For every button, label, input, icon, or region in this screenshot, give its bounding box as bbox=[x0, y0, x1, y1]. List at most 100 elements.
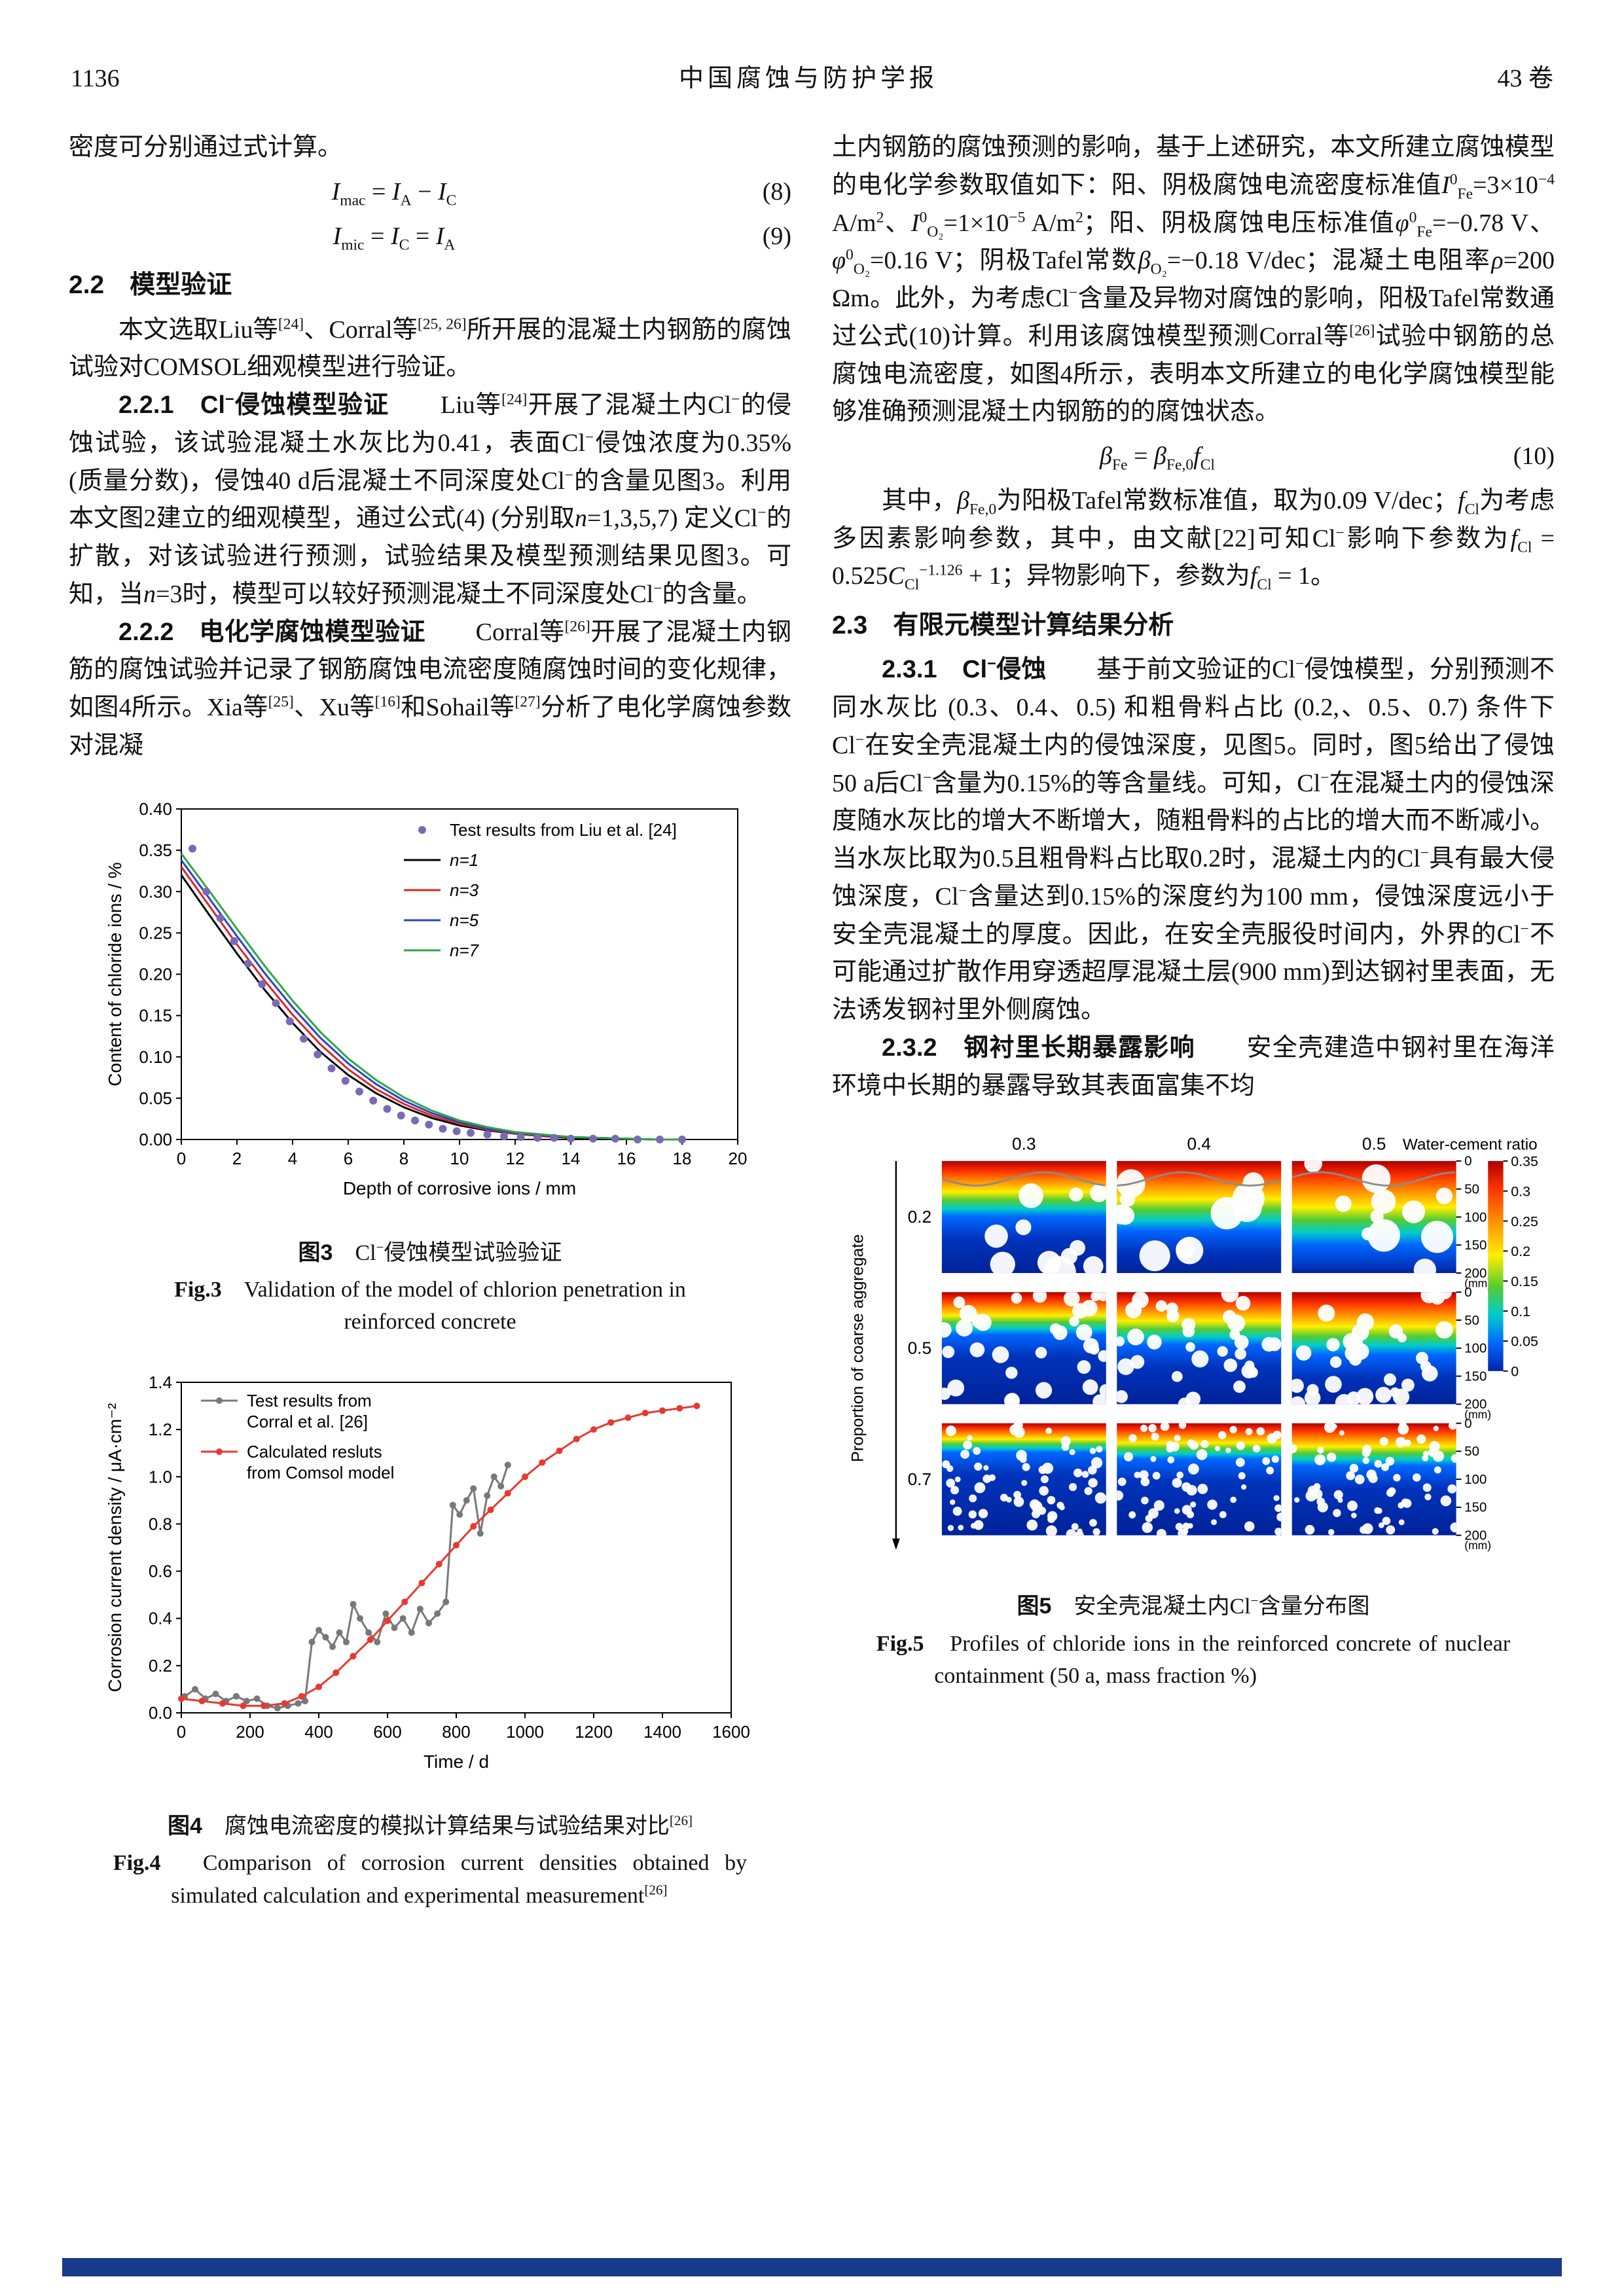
svg-text:0: 0 bbox=[177, 1722, 186, 1742]
equation-8: Imac = IA − IC (8) bbox=[69, 173, 791, 211]
paragraph: 本文选取Liu等[24]、Corral等[25, 26]所开展的混凝土内钢筋的腐… bbox=[69, 315, 791, 382]
svg-text:0.4: 0.4 bbox=[149, 1608, 172, 1628]
svg-text:(mm): (mm) bbox=[1464, 1539, 1491, 1552]
fig3-caption-en: Fig.3 Validation of the model of chlorio… bbox=[174, 1278, 686, 1335]
svg-text:0.7: 0.7 bbox=[908, 1469, 932, 1489]
svg-text:0.35: 0.35 bbox=[1511, 1154, 1538, 1170]
svg-text:0.25: 0.25 bbox=[139, 923, 172, 942]
svg-text:0.15: 0.15 bbox=[139, 1005, 172, 1025]
paragraph: 其中，βFe,0为阳极Tafel常数标准值，取为0.09 V/dec；fCl为考… bbox=[832, 486, 1555, 594]
svg-text:0.30: 0.30 bbox=[139, 882, 172, 901]
svg-text:0: 0 bbox=[1511, 1364, 1519, 1380]
left-column: 密度可分别通过式计算。 Imac = IA − IC (8) Imic = IC… bbox=[69, 129, 791, 1931]
svg-text:0.8: 0.8 bbox=[149, 1514, 172, 1534]
svg-text:200: 200 bbox=[236, 1722, 264, 1742]
svg-text:Content of chloride ions / %: Content of chloride ions / % bbox=[105, 862, 125, 1086]
svg-text:0.4: 0.4 bbox=[1187, 1134, 1212, 1154]
equation-10: βFe = βFe,0fCl (10) bbox=[832, 438, 1555, 476]
svg-text:800: 800 bbox=[442, 1722, 470, 1742]
svg-text:2: 2 bbox=[232, 1149, 242, 1168]
svg-text:0: 0 bbox=[1464, 1155, 1471, 1169]
paragraph-2-3-1: 2.3.1 Cl−侵蚀 基于前文验证的Cl−侵蚀模型，分别预测不同水灰比 (0.… bbox=[832, 655, 1555, 1024]
equation-number: (10) bbox=[1513, 442, 1555, 470]
paragraph: 土内钢筋的腐蚀预测的影响，基于上述研究，本文所建立腐蚀模型的电化学参数取值如下：… bbox=[832, 134, 1555, 426]
svg-text:0.35: 0.35 bbox=[139, 840, 172, 860]
svg-text:1600: 1600 bbox=[712, 1722, 750, 1742]
svg-text:150: 150 bbox=[1464, 1370, 1487, 1384]
svg-text:0.5: 0.5 bbox=[1362, 1134, 1386, 1154]
svg-text:0.0: 0.0 bbox=[149, 1703, 172, 1723]
svg-text:n=3: n=3 bbox=[450, 880, 479, 900]
svg-text:18: 18 bbox=[673, 1149, 692, 1168]
paragraph-2-2-1: 2.2.1 Cl−侵蚀模型验证 Liu等[24]开展了混凝土内Cl−的侵蚀试验，… bbox=[69, 390, 792, 608]
figure-4: 0 200 400 600 800 1000 1200 1400 1600 0.0 0.2 0.4 0.… bbox=[69, 1366, 791, 1912]
fig3-caption-zh: 图3 Cl−侵蚀模型试验验证 bbox=[298, 1239, 562, 1265]
journal-title: 中国腐蚀与防护学报 bbox=[679, 65, 939, 92]
svg-text:20: 20 bbox=[729, 1149, 748, 1168]
svg-text:0.20: 0.20 bbox=[139, 964, 172, 984]
svg-text:n=1: n=1 bbox=[450, 850, 478, 870]
svg-text:1.4: 1.4 bbox=[149, 1372, 172, 1392]
svg-text:0.1: 0.1 bbox=[1511, 1304, 1530, 1319]
svg-text:0.3: 0.3 bbox=[1511, 1184, 1530, 1200]
svg-text:Test results from Liu et al. [: Test results from Liu et al. [24] bbox=[450, 820, 677, 840]
equation-body: βFe = βFe,0fCl bbox=[1100, 442, 1215, 474]
svg-text:0.3: 0.3 bbox=[1012, 1134, 1036, 1154]
svg-text:0.6: 0.6 bbox=[149, 1561, 172, 1581]
svg-text:0.00: 0.00 bbox=[139, 1130, 172, 1149]
svg-text:4: 4 bbox=[288, 1149, 297, 1168]
svg-text:6: 6 bbox=[344, 1149, 353, 1168]
fig4-caption-zh: 图4 腐蚀电流密度的模拟计算结果与试验结果对比[26] bbox=[167, 1812, 693, 1839]
svg-text:0: 0 bbox=[1464, 1417, 1471, 1431]
svg-text:600: 600 bbox=[373, 1722, 401, 1742]
right-column: 土内钢筋的腐蚀预测的影响，基于上述研究，本文所建立腐蚀模型的电化学参数取值如下：… bbox=[832, 129, 1555, 1931]
footer-bar bbox=[62, 2258, 1562, 2276]
paragraph: 密度可分别通过式计算。 bbox=[69, 134, 343, 161]
svg-text:12: 12 bbox=[506, 1149, 525, 1168]
svg-text:50: 50 bbox=[1464, 1183, 1479, 1197]
fig4-caption-en: Fig.4 Comparison of corrosion current de… bbox=[113, 1851, 748, 1908]
svg-text:Calculated resluts: Calculated resluts bbox=[247, 1442, 382, 1462]
section-heading-2-3: 2.3 有限元模型计算结果分析 bbox=[832, 611, 1174, 639]
svg-text:Depth of corrosive ions / mm: Depth of corrosive ions / mm bbox=[343, 1178, 576, 1198]
svg-text:0: 0 bbox=[1464, 1285, 1471, 1300]
page-number: 1136 bbox=[71, 65, 120, 92]
svg-text:0.10: 0.10 bbox=[139, 1047, 172, 1066]
svg-text:8: 8 bbox=[399, 1149, 408, 1168]
equation-number: (9) bbox=[762, 222, 791, 250]
svg-text:0.2: 0.2 bbox=[149, 1656, 172, 1676]
svg-text:1.2: 1.2 bbox=[149, 1420, 172, 1439]
fig3-line-chart: 0 2 4 6 8 10 12 14 16 18 20 0.00 0.05 0.10 0.15 0.20 0.2… bbox=[105, 799, 748, 1198]
svg-text:16: 16 bbox=[617, 1149, 636, 1168]
svg-text:50: 50 bbox=[1464, 1444, 1479, 1459]
svg-text:(mm): (mm) bbox=[1464, 1277, 1491, 1290]
svg-text:Test results from: Test results from bbox=[247, 1391, 372, 1410]
svg-text:Time / d: Time / d bbox=[424, 1751, 489, 1772]
svg-text:0.05: 0.05 bbox=[1511, 1334, 1538, 1350]
svg-text:150: 150 bbox=[1464, 1501, 1487, 1515]
equation-number: (8) bbox=[762, 177, 791, 206]
svg-text:Proportion of coarse aggregate: Proportion of coarse aggregate bbox=[848, 1234, 867, 1462]
svg-text:Corral et al. [26]: Corral et al. [26] bbox=[247, 1412, 368, 1431]
svg-text:Water-cement ratio: Water-cement ratio bbox=[1403, 1136, 1538, 1154]
svg-text:400: 400 bbox=[304, 1722, 333, 1742]
svg-text:200: 200 bbox=[1464, 1529, 1487, 1543]
svg-text:100: 100 bbox=[1464, 1473, 1487, 1487]
figure-5: 0.3 0.4 0.5 Water-cement ratio Proportion of… bbox=[832, 1132, 1555, 1692]
volume-label: 43 卷 bbox=[1497, 65, 1553, 92]
svg-text:200: 200 bbox=[1464, 1266, 1487, 1281]
section-heading-2-2: 2.2 模型验证 bbox=[69, 271, 232, 300]
svg-text:0.2: 0.2 bbox=[1511, 1244, 1530, 1259]
fig5-caption-zh: 图5 安全壳混凝土内Cl−含量分布图 bbox=[1017, 1592, 1370, 1619]
svg-text:1400: 1400 bbox=[643, 1722, 681, 1742]
svg-text:Corrosion current density / μA: Corrosion current density / μA·cm⁻² bbox=[105, 1403, 125, 1692]
paragraph-2-3-2: 2.3.2 钢衬里长期暴露影响 安全壳建造中钢衬里在海洋环境中长期的暴露导致其表… bbox=[832, 1033, 1555, 1100]
svg-text:0.15: 0.15 bbox=[1511, 1274, 1538, 1289]
svg-text:50: 50 bbox=[1464, 1314, 1479, 1328]
svg-text:(mm): (mm) bbox=[1464, 1408, 1491, 1421]
paragraph-2-2-2: 2.2.2 电化学腐蚀模型验证 Corral等[26]开展了混凝土内钢筋的腐蚀试… bbox=[69, 617, 791, 759]
svg-text:1000: 1000 bbox=[506, 1722, 544, 1742]
fig5-caption-en: Fig.5 Profiles of chloride ions in the r… bbox=[876, 1631, 1511, 1689]
svg-text:0: 0 bbox=[177, 1149, 186, 1168]
